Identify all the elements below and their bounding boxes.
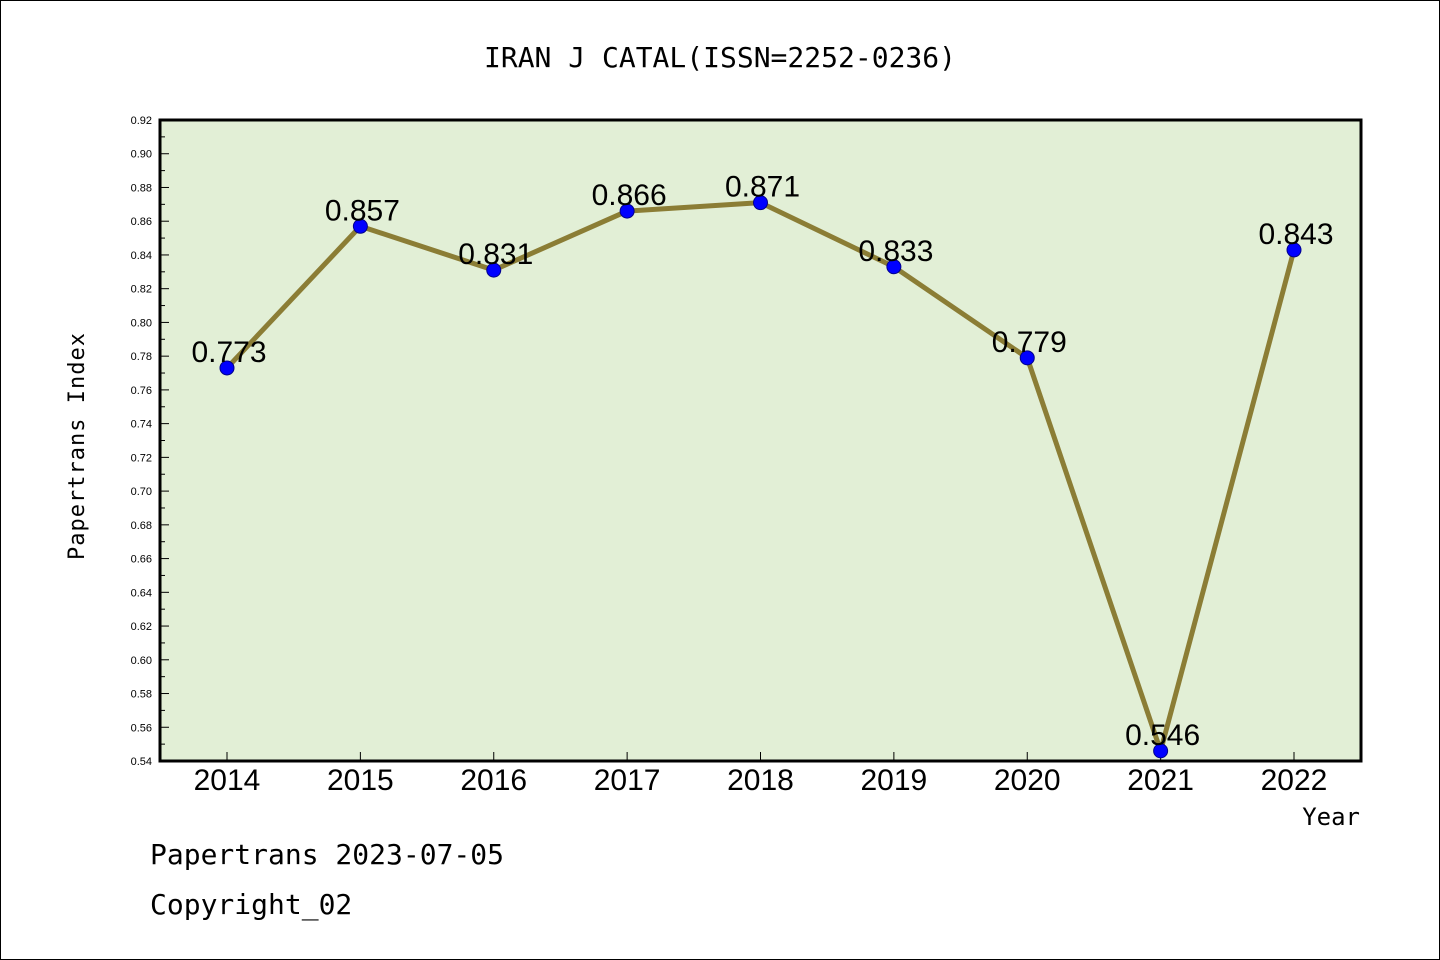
y-tick-label: 0.70 — [131, 486, 152, 498]
x-tick-label: 2018 — [727, 764, 794, 797]
data-label: 0.871 — [725, 171, 800, 204]
chart-title: IRAN J CATAL(ISSN=2252-0236) — [484, 41, 956, 74]
y-tick-label: 0.80 — [131, 317, 152, 329]
data-labels: 0.773 0.857 0.831 0.866 0.871 0.833 0.779 0.546… — [191, 171, 1333, 752]
x-tick-label: 2014 — [194, 764, 261, 797]
y-tick-label: 0.62 — [131, 621, 152, 633]
data-label: 0.833 — [858, 235, 933, 268]
data-label: 0.831 — [458, 238, 533, 271]
x-tick-label: 2016 — [460, 764, 527, 797]
y-tick-label: 0.68 — [131, 520, 152, 532]
data-markers — [219, 195, 1302, 759]
data-point — [1286, 242, 1302, 258]
data-point — [886, 259, 902, 275]
data-point — [619, 203, 635, 219]
y-tick-label: 0.56 — [131, 722, 152, 734]
x-tick-label: 2015 — [327, 764, 394, 797]
y-axis-label: Papertrans Index — [65, 332, 90, 560]
y-tick-label: 0.58 — [131, 689, 152, 701]
data-label: 0.857 — [325, 194, 400, 227]
y-tick-label: 0.82 — [131, 284, 152, 296]
y-tick-label: 0.54 — [131, 756, 152, 768]
data-point — [1153, 743, 1169, 759]
data-label: 0.773 — [191, 336, 266, 369]
x-axis-label: Year — [1302, 803, 1360, 831]
data-point — [486, 262, 502, 278]
x-tick-label: 2017 — [594, 764, 661, 797]
y-tick-label: 0.84 — [131, 250, 152, 262]
y-tick-label: 0.78 — [131, 351, 152, 363]
y-tick-label: 0.86 — [131, 216, 152, 228]
x-tick-label: 2022 — [1261, 764, 1328, 797]
y-tick-label: 0.60 — [131, 655, 152, 667]
y-tick-label: 0.92 — [131, 115, 152, 127]
y-tick-label: 0.90 — [131, 149, 152, 161]
data-point — [753, 195, 768, 211]
x-tick-label: 2020 — [994, 764, 1061, 797]
y-tick-label: 0.72 — [131, 452, 152, 464]
data-label: 0.843 — [1258, 218, 1333, 251]
footer-copyright: Copyright_02 — [150, 888, 352, 922]
data-point — [352, 218, 368, 234]
y-tick-label: 0.66 — [131, 554, 152, 566]
x-tick-label: 2019 — [861, 764, 928, 797]
y-tick-label: 0.88 — [131, 182, 152, 194]
y-tick-label: 0.74 — [131, 419, 152, 431]
x-tick-label: 2021 — [1127, 764, 1194, 797]
y-axis-ticks: 0.54 0.56 0.58 0.60 0.62 0.64 0.66 0.68 0.70 0.72… — [131, 115, 169, 768]
data-point — [1019, 350, 1035, 366]
data-label: 0.779 — [992, 326, 1067, 359]
data-point — [219, 360, 235, 376]
footer-date: Papertrans 2023-07-05 — [150, 838, 504, 871]
y-tick-label: 0.76 — [131, 385, 152, 397]
plot-border — [158, 118, 1363, 763]
data-label: 0.546 — [1125, 719, 1200, 752]
y-tick-label: 0.64 — [131, 587, 152, 599]
x-axis-ticks: 2014 2015 2016 2017 2018 2019 2020 2021 2022 — [194, 752, 1328, 797]
data-label: 0.866 — [592, 179, 667, 212]
